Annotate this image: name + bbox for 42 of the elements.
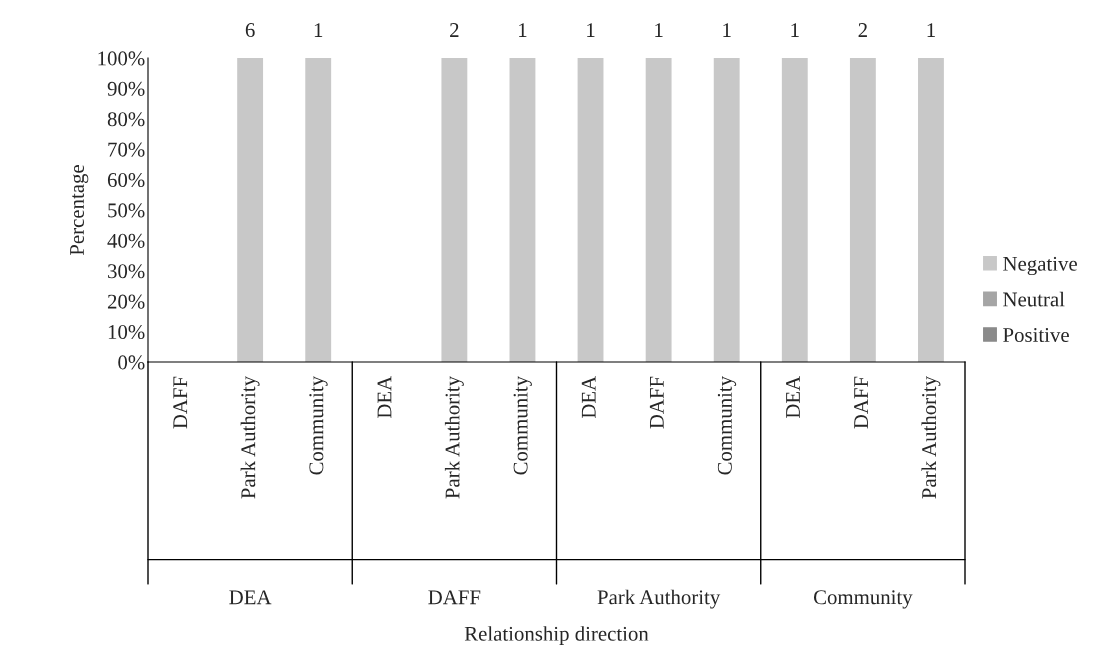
x-tick-label: DAFF [649, 376, 664, 429]
y-tick-label: 40% [107, 233, 145, 248]
x-tick-label: DEA [786, 376, 800, 419]
x-tick-label: Park Authority [444, 375, 464, 499]
y-tick-label: 50% [108, 203, 145, 218]
text: 1 [655, 23, 663, 37]
y-tick-label: 80% [107, 112, 145, 127]
x-tick-label: DAFF [173, 376, 188, 429]
y-tick-label: 60% [107, 172, 145, 188]
x-tick-label: DEA [377, 376, 392, 419]
text: 1 [587, 23, 595, 37]
text: Relationship direction [464, 626, 649, 646]
y-tick-label: 10% [108, 324, 145, 340]
y-tick-label: 90% [107, 81, 145, 96]
text: 1 [791, 23, 799, 37]
y-tick-label: 70% [108, 142, 145, 157]
x-tick-label: Community [717, 375, 737, 475]
legend-label: Neutral [1003, 291, 1065, 307]
text: 2 [858, 23, 867, 37]
text: 2 [450, 23, 459, 37]
text: Park Authority [597, 589, 721, 609]
x-tick-label: Park Authority [921, 375, 941, 499]
text: 1 [927, 23, 935, 37]
text: 6 [245, 23, 255, 38]
y-tick-label: 0% [118, 355, 145, 370]
x-tick-label: Community [309, 375, 328, 475]
text: Community [813, 590, 913, 609]
x-tick-label: Community [513, 375, 532, 475]
y-tick-label: 30% [108, 264, 145, 279]
x-tick-label: Park Authority [240, 375, 260, 499]
legend-label: Positive [1003, 328, 1069, 342]
y-axis-title: Percentage [70, 165, 89, 256]
text: DEA [229, 590, 272, 605]
legend-label: Negative [1003, 256, 1077, 276]
text: 1 [723, 23, 731, 37]
text: DAFF [428, 590, 481, 605]
text: 1 [314, 23, 323, 37]
y-tick-label: 20% [107, 294, 145, 309]
x-tick-label: DEA [581, 376, 596, 419]
y-tick-label: 100% [98, 51, 145, 66]
x-tick-label: DAFF [854, 376, 868, 429]
text: 1 [519, 23, 527, 37]
